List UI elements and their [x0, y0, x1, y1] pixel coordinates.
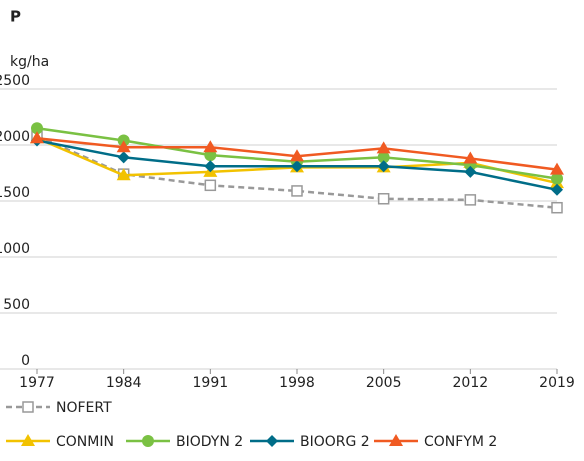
x-tick-label: 1998	[279, 375, 315, 391]
data-point	[203, 140, 218, 153]
data-point	[290, 149, 304, 162]
y-tick-label: 500	[3, 297, 30, 313]
data-point	[116, 168, 131, 181]
y-tick-label: 1000	[0, 241, 30, 257]
data-point	[204, 179, 217, 192]
data-point	[116, 140, 131, 153]
x-tick-label: 1991	[193, 375, 229, 391]
data-point	[551, 201, 563, 214]
legend-label: CONMIN	[56, 434, 114, 450]
y-axis-label: kg/ha	[10, 54, 49, 70]
legend-label: BIODYN 2	[176, 434, 243, 450]
legend-marker	[266, 435, 278, 447]
legend-label: CONFYM 2	[424, 434, 497, 450]
data-point	[464, 194, 477, 206]
legend-marker	[142, 435, 154, 447]
data-point	[463, 151, 478, 164]
data-point	[377, 193, 390, 205]
legend-label: BIOORG 2	[300, 434, 370, 450]
y-tick-label: 1500	[0, 185, 30, 201]
data-point	[551, 183, 563, 196]
data-point	[550, 162, 564, 175]
legend-label: NOFERT	[56, 400, 112, 416]
y-tick-label: 2500	[0, 73, 30, 89]
y-tick-label: 2000	[0, 129, 30, 145]
data-point	[291, 160, 303, 173]
data-point	[117, 151, 130, 164]
data-point	[30, 131, 44, 144]
data-point	[377, 160, 390, 173]
data-point	[31, 122, 43, 135]
x-tick-label: 2005	[366, 375, 402, 391]
data-point	[464, 165, 477, 178]
x-tick-label: 1977	[19, 375, 55, 391]
data-point	[376, 141, 391, 154]
data-point	[551, 172, 563, 185]
legend-marker	[389, 434, 403, 446]
data-point	[291, 185, 303, 197]
data-point	[204, 160, 217, 173]
legend-marker	[21, 434, 35, 446]
chart-title: P	[10, 8, 21, 26]
y-tick-label: 0	[21, 353, 30, 369]
x-tick-label: 1984	[106, 375, 142, 391]
x-tick-label: 2012	[453, 375, 489, 391]
data-point	[377, 151, 390, 164]
x-tick-label: 2019	[539, 375, 575, 391]
legend-marker	[22, 401, 34, 413]
